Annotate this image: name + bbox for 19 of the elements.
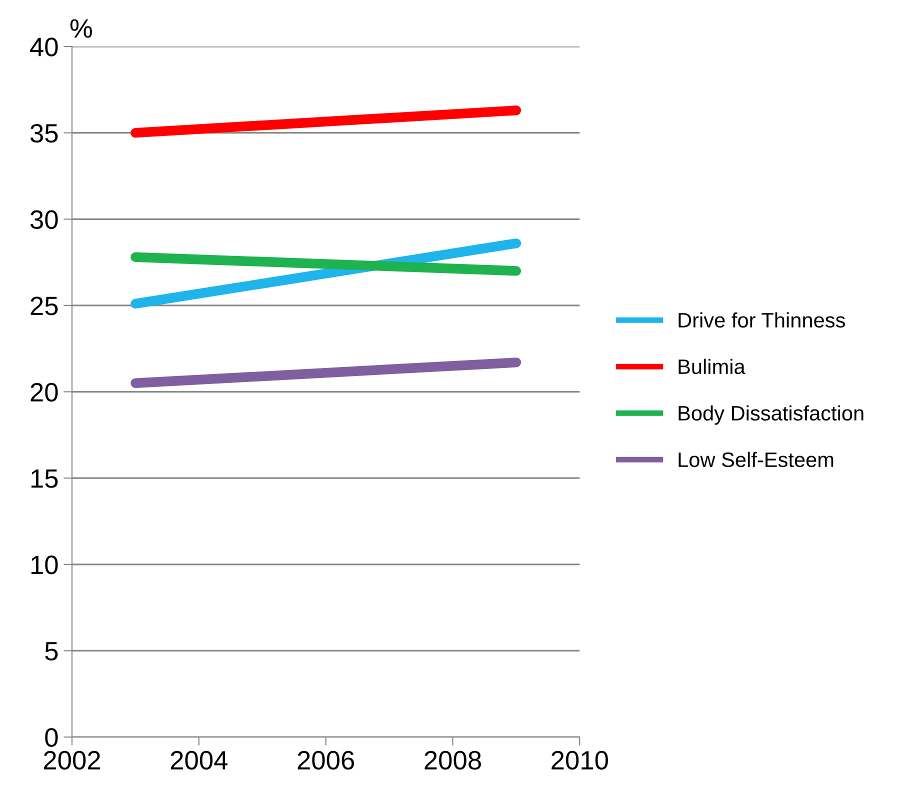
x-tick-label: 2010 <box>552 750 608 770</box>
legend-label: Drive for Thinness <box>678 312 845 328</box>
x-tick-label: 2004 <box>170 750 228 770</box>
x-tick-label: 2008 <box>424 750 481 770</box>
y-tick-label: 30 <box>30 210 58 229</box>
legend-label: Body Dissatisfaction <box>678 405 864 425</box>
x-tick-label: 2006 <box>298 750 354 770</box>
y-tick-label: 5 <box>45 642 58 661</box>
y-tick-label: 10 <box>31 556 58 574</box>
y-tick-label: 25 <box>30 296 58 316</box>
legend-label: Low Self-Esteem <box>678 452 834 468</box>
y-tick-label: 0 <box>45 728 58 747</box>
legend-label: Bulimia <box>678 358 746 374</box>
y-tick-label: 40 <box>30 38 58 56</box>
x-tick-label: 2002 <box>44 750 100 770</box>
y-tick-label: 20 <box>30 382 58 402</box>
y-axis-title: % <box>70 19 92 38</box>
y-tick-label: 35 <box>30 124 58 143</box>
y-tick-label: 15 <box>31 470 58 488</box>
